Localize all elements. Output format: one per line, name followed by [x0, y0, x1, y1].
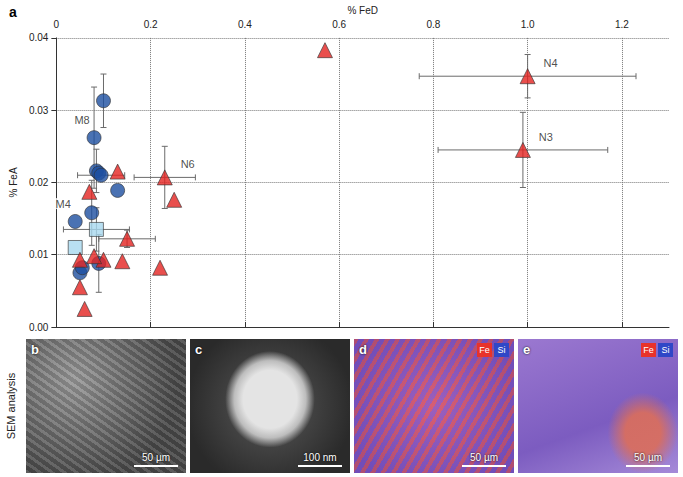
svg-text:% FeA: % FeA — [8, 167, 19, 197]
html-text:Si: Si — [497, 345, 506, 355]
html-text:Fe: Fe — [643, 345, 654, 355]
svg-text:0.01: 0.01 — [29, 249, 49, 260]
html-text:b: b — [31, 342, 39, 357]
svg-text:1.2: 1.2 — [615, 19, 629, 30]
html-text:e: e — [523, 342, 531, 357]
svg-text:0.8: 0.8 — [426, 19, 440, 30]
svg-text:0.03: 0.03 — [29, 105, 49, 116]
html-text:50 µm: 50 µm — [470, 452, 498, 463]
svg-text:N4: N4 — [544, 57, 558, 69]
svg-text:0.4: 0.4 — [238, 19, 252, 30]
html-text:50 µm: 50 µm — [634, 452, 662, 463]
svg-text:0.02: 0.02 — [29, 177, 49, 188]
html-text:d: d — [359, 342, 367, 357]
html-text:50 µm: 50 µm — [142, 452, 170, 463]
svg-text:N3: N3 — [539, 131, 553, 143]
svg-text:0.00: 0.00 — [29, 322, 49, 333]
svg-text:M4: M4 — [56, 198, 71, 210]
svg-text:a: a — [9, 4, 17, 20]
html-text:Fe: Fe — [479, 345, 490, 355]
svg-text:0.2: 0.2 — [144, 19, 158, 30]
svg-text:N6: N6 — [181, 158, 195, 170]
html-text:SEM analysis: SEM analysis — [5, 372, 17, 440]
html-text:Si: Si — [661, 345, 670, 355]
svg-text:M8: M8 — [74, 114, 89, 126]
html-text:c: c — [195, 342, 203, 357]
html-text:100 nm: 100 nm — [303, 452, 337, 463]
svg-text:% FeD: % FeD — [347, 5, 378, 16]
svg-text:0.04: 0.04 — [29, 32, 49, 43]
svg-text:1.0: 1.0 — [521, 19, 535, 30]
svg-text:0.6: 0.6 — [332, 19, 346, 30]
svg-text:0: 0 — [54, 19, 60, 30]
